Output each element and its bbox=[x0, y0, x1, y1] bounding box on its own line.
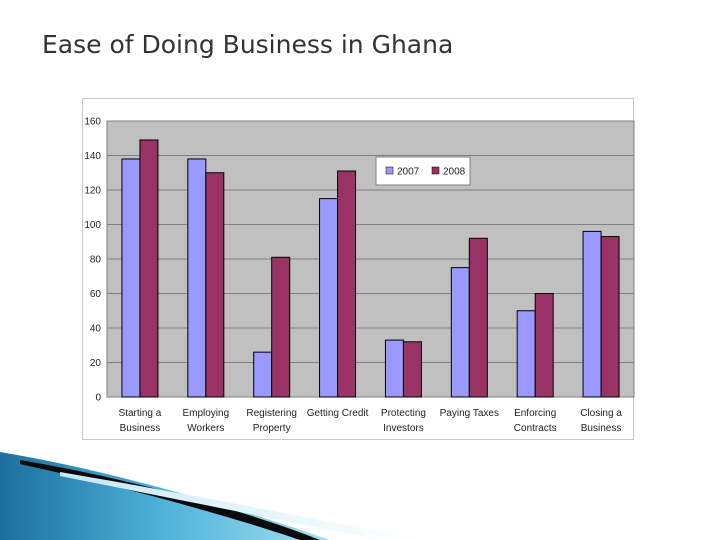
y-tick-label: 60 bbox=[90, 289, 102, 300]
legend-label: 2007 bbox=[397, 167, 420, 178]
chart-frame: 0 20 40 60 80 100 120 140 160 Starting a Business… bbox=[82, 98, 635, 440]
y-tick-label: 120 bbox=[84, 186, 101, 197]
y-tick-label: 40 bbox=[90, 324, 102, 335]
x-category-label: Getting Credit bbox=[307, 408, 369, 419]
bar-2008-2 bbox=[271, 256, 291, 398]
x-category-label: Investors bbox=[383, 423, 424, 434]
bar-2008-3 bbox=[337, 170, 357, 398]
x-category-label: Workers bbox=[187, 423, 224, 434]
bar-2007-1 bbox=[187, 158, 207, 398]
bar-2008-0 bbox=[139, 139, 159, 398]
slide-title: Ease of Doing Business in Ghana bbox=[42, 30, 454, 59]
y-tick-label: 80 bbox=[90, 255, 102, 266]
x-axis: Starting a Business Employing Workers Regist… bbox=[119, 408, 623, 434]
bar-2007-6 bbox=[516, 310, 536, 398]
x-category-label: Paying Taxes bbox=[440, 408, 499, 419]
legend-swatch bbox=[431, 166, 440, 175]
bar-2008-4 bbox=[402, 341, 422, 398]
bar-chart: 0 20 40 60 80 100 120 140 160 Starting a Business… bbox=[84, 117, 635, 434]
bar-2007-7 bbox=[582, 230, 602, 398]
x-category-label: Business bbox=[581, 423, 622, 434]
y-tick-label: 100 bbox=[84, 220, 101, 231]
y-tick-label: 140 bbox=[84, 151, 101, 162]
legend-swatch bbox=[385, 166, 394, 175]
legend-label: 2008 bbox=[443, 167, 466, 178]
x-category-label: Protecting bbox=[381, 408, 426, 419]
x-category-label: Property bbox=[253, 423, 291, 434]
y-axis: 0 20 40 60 80 100 120 140 160 bbox=[84, 117, 101, 404]
y-tick-label: 160 bbox=[84, 117, 101, 128]
bar-2008-5 bbox=[468, 237, 488, 398]
bar-2008-7 bbox=[600, 236, 620, 398]
y-tick-label: 0 bbox=[95, 393, 101, 404]
bar-2007-4 bbox=[384, 339, 404, 398]
bar-2008-1 bbox=[205, 172, 225, 398]
x-category-label: Enforcing bbox=[514, 408, 556, 419]
decorative-swoosh bbox=[0, 452, 420, 540]
bar-2008-6 bbox=[534, 293, 554, 398]
bars bbox=[121, 139, 620, 398]
y-tick-label: 20 bbox=[90, 358, 102, 369]
bar-2007-3 bbox=[319, 198, 339, 398]
x-category-label: Registering bbox=[246, 408, 297, 419]
bar-2007-5 bbox=[450, 267, 470, 398]
x-category-label: Business bbox=[120, 423, 161, 434]
x-category-label: Employing bbox=[182, 408, 229, 419]
x-category-label: Contracts bbox=[514, 423, 557, 434]
bar-2007-0 bbox=[121, 158, 141, 398]
x-category-label: Closing a bbox=[580, 408, 622, 419]
x-category-label: Starting a bbox=[119, 408, 162, 419]
bar-2007-2 bbox=[253, 351, 273, 398]
legend: 2007 2008 bbox=[375, 156, 471, 186]
